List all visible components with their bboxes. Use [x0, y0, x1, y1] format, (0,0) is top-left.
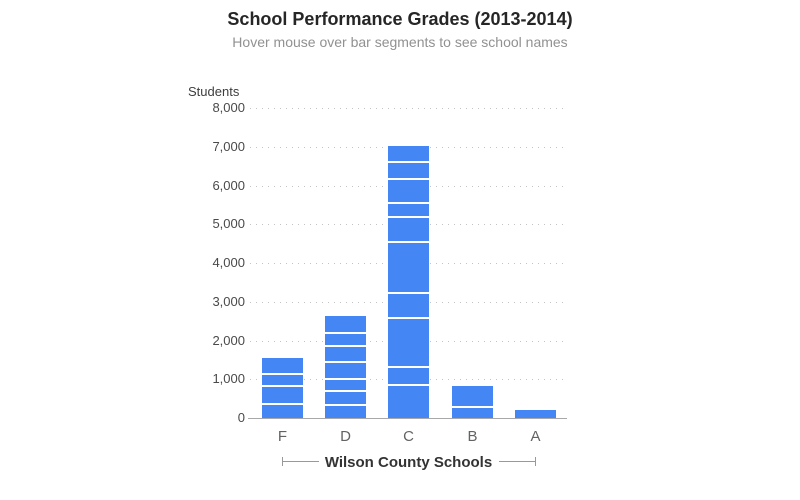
- bar-C: [388, 146, 429, 418]
- bar-segment[interactable]: [325, 316, 366, 334]
- bar-segment[interactable]: [262, 405, 303, 418]
- bar-A: [515, 410, 556, 418]
- x-tick-label: D: [340, 428, 351, 445]
- gridline: [250, 108, 567, 109]
- axis-range-bracket-right: [499, 457, 536, 466]
- bar-segment[interactable]: [388, 218, 429, 243]
- bar-segment[interactable]: [325, 392, 366, 406]
- bar-segment[interactable]: [325, 363, 366, 380]
- x-tick-label: C: [403, 428, 414, 445]
- bar-segment[interactable]: [515, 410, 556, 418]
- y-tick-label: 8,000: [212, 100, 245, 115]
- bar-F: [262, 358, 303, 418]
- bar-segment[interactable]: [388, 243, 429, 294]
- y-tick-label: 5,000: [212, 216, 245, 232]
- x-tick-label: A: [530, 428, 541, 445]
- y-tick-label: 1,000: [212, 371, 245, 387]
- bar-D: [325, 316, 366, 418]
- bar-segment[interactable]: [325, 380, 366, 392]
- y-axis-title: Students: [188, 84, 240, 99]
- y-tick-label: 0: [237, 410, 245, 425]
- bar-segment[interactable]: [262, 358, 303, 375]
- bar-segment[interactable]: [388, 368, 429, 386]
- bar-segment[interactable]: [325, 334, 366, 347]
- bar-segment[interactable]: [388, 204, 429, 218]
- bar-segment[interactable]: [325, 347, 366, 363]
- axis-range-bracket-left: [282, 457, 319, 466]
- bar-B: [452, 386, 493, 418]
- bar-segment[interactable]: [262, 387, 303, 405]
- bar-segment[interactable]: [388, 386, 429, 418]
- bar-segment[interactable]: [325, 406, 366, 418]
- bar-segment[interactable]: [388, 319, 429, 368]
- y-tick-label: 7,000: [212, 138, 245, 154]
- x-tick-label: F: [277, 428, 288, 445]
- bar-segment[interactable]: [262, 375, 303, 387]
- bar-segment[interactable]: [388, 146, 429, 163]
- x-tick-label: B: [467, 428, 478, 445]
- bar-segment[interactable]: [452, 408, 493, 418]
- bar-segment[interactable]: [452, 386, 493, 408]
- x-axis-group-label: Wilson County Schools: [324, 454, 493, 471]
- bar-segment[interactable]: [388, 180, 429, 204]
- y-tick-label: 6,000: [212, 177, 245, 193]
- y-tick-label: 3,000: [212, 293, 245, 309]
- chart-title: School Performance Grades (2013-2014): [227, 9, 573, 29]
- y-tick-label: 4,000: [212, 255, 245, 270]
- x-axis-line: [248, 418, 567, 419]
- bar-segment[interactable]: [388, 294, 429, 319]
- y-tick-label: 2,000: [212, 332, 245, 348]
- chart-subtitle: Hover mouse over bar segments to see sch…: [232, 34, 568, 50]
- bar-segment[interactable]: [388, 163, 429, 180]
